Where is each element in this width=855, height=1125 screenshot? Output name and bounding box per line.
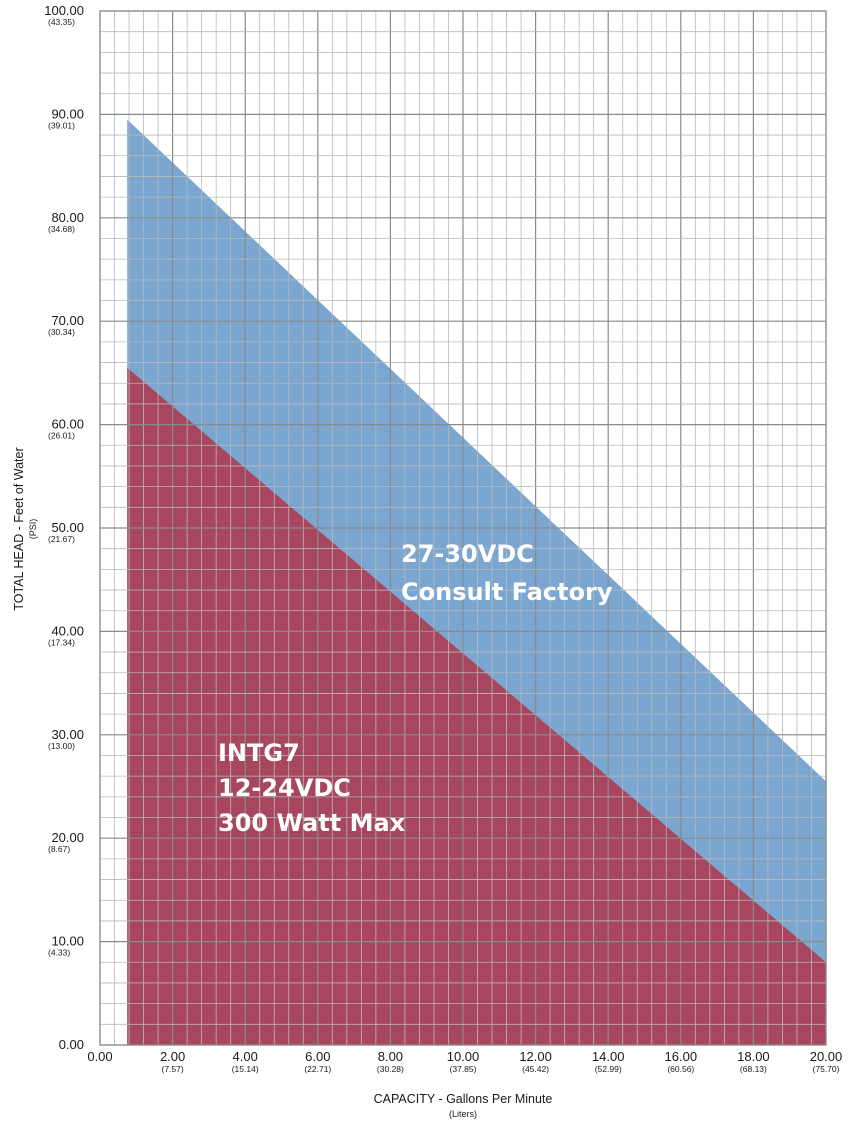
- y-tick-label: 20.00: [51, 830, 84, 845]
- x-tick-sublabel: (45.42): [522, 1064, 549, 1074]
- y-tick-label: 80.00: [51, 210, 84, 225]
- y-tick-sublabel: (8.67): [48, 844, 70, 854]
- upper-region-label-line: Consult Factory: [401, 578, 613, 606]
- y-tick-sublabel: (4.33): [48, 948, 70, 958]
- x-tick-label: 10.00: [447, 1049, 480, 1064]
- y-tick-label: 30.00: [51, 727, 84, 742]
- x-tick-label: 16.00: [665, 1049, 698, 1064]
- y-tick-label: 0.00: [59, 1037, 84, 1052]
- y-tick-sublabel: (26.01): [48, 431, 75, 441]
- y-tick-sublabel: (39.01): [48, 120, 75, 130]
- x-tick-label: 8.00: [378, 1049, 403, 1064]
- y-tick-sublabel: (21.67): [48, 534, 75, 544]
- x-tick-label: 18.00: [737, 1049, 770, 1064]
- y-tick-label: 100.00: [44, 3, 84, 18]
- y-tick-label: 70.00: [51, 313, 84, 328]
- plot-border: [99, 10, 827, 1046]
- x-tick-sublabel: (15.14): [232, 1064, 259, 1074]
- x-tick-sublabel: (30.28): [377, 1064, 404, 1074]
- y-tick-label: 90.00: [51, 106, 84, 121]
- y-tick-sublabel: (30.34): [48, 327, 75, 337]
- y-tick-label: 40.00: [51, 623, 84, 638]
- y-tick-label: 50.00: [51, 520, 84, 535]
- x-axis-subtitle: (Liters): [449, 1109, 477, 1119]
- x-tick-sublabel: (68.13): [740, 1064, 767, 1074]
- y-tick-sublabel: (43.35): [48, 17, 75, 27]
- x-tick-label: 14.00: [592, 1049, 625, 1064]
- x-axis-title: CAPACITY - Gallons Per Minute: [374, 1092, 553, 1106]
- lower-operating-region: [127, 367, 827, 1046]
- lower-region-label-line: 12-24VDC: [218, 774, 351, 802]
- lower-region-label-line: 300 Watt Max: [218, 809, 406, 837]
- upper-region-label-line: 27-30VDC: [401, 540, 534, 568]
- x-tick-label: 2.00: [160, 1049, 185, 1064]
- x-tick-label: 6.00: [305, 1049, 330, 1064]
- y-tick-sublabel: (34.68): [48, 224, 75, 234]
- y-tick-label: 10.00: [51, 934, 84, 949]
- x-tick-sublabel: (52.99): [595, 1064, 622, 1074]
- y-tick-sublabel: (13.00): [48, 741, 75, 751]
- x-tick-sublabel: (60.56): [667, 1064, 694, 1074]
- x-tick-sublabel: (37.85): [450, 1064, 477, 1074]
- x-tick-sublabel: (75.70): [813, 1064, 840, 1074]
- x-tick-label: 12.00: [519, 1049, 552, 1064]
- y-tick-label: 60.00: [51, 417, 84, 432]
- x-tick-label: 4.00: [233, 1049, 258, 1064]
- y-axis-title: TOTAL HEAD - Feet of Water: [12, 447, 26, 610]
- y-tick-sublabel: (17.34): [48, 637, 75, 647]
- x-tick-label: 20.00: [810, 1049, 843, 1064]
- x-tick-label: 0.00: [87, 1049, 112, 1064]
- x-tick-sublabel: (7.57): [161, 1064, 183, 1074]
- x-tick-sublabel: (22.71): [304, 1064, 331, 1074]
- y-axis-subtitle: (PSI): [28, 519, 38, 540]
- lower-region-label-line: INTG7: [218, 739, 300, 767]
